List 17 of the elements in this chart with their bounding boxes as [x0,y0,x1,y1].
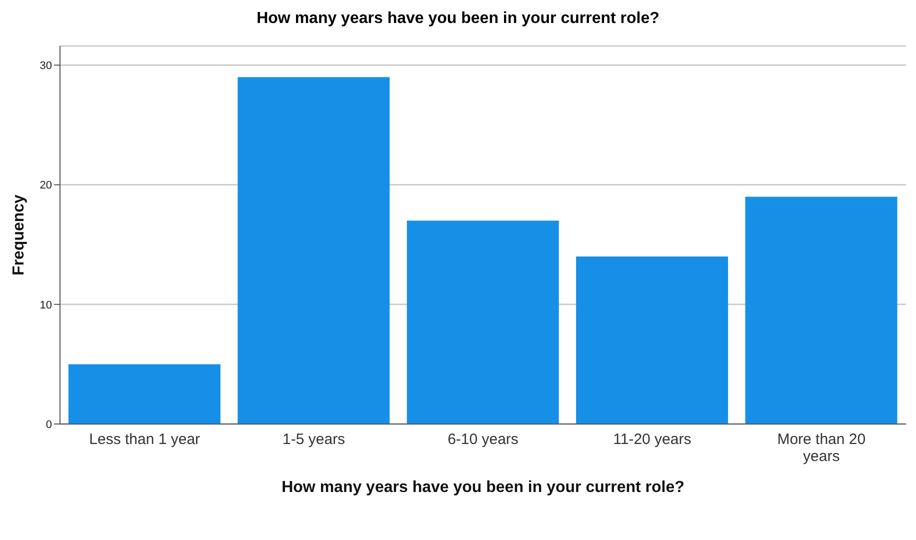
x-tick-label: 6-10 years [448,431,518,448]
y-tick-label: 20 [40,180,52,192]
x-axis-title: How many years have you been in your current role? [282,479,684,496]
y-tick-label: 10 [40,299,52,312]
x-tick-label: 11-20 years [613,431,692,448]
x-tick-label: 1-5 years [282,431,346,448]
x-tick-label: Less than 1 year [89,431,200,448]
bar [406,220,559,424]
bar [238,77,390,424]
y-tick-label: 30 [40,60,52,72]
bar [745,196,898,424]
bar [68,364,220,424]
bar [576,256,728,424]
x-tick-label: More than 20 years [777,431,866,465]
y-axis-title: Frequency [10,194,28,276]
y-tick-label: 0 [46,418,52,431]
chart-title: How many years have you been in your current role? [256,9,660,29]
